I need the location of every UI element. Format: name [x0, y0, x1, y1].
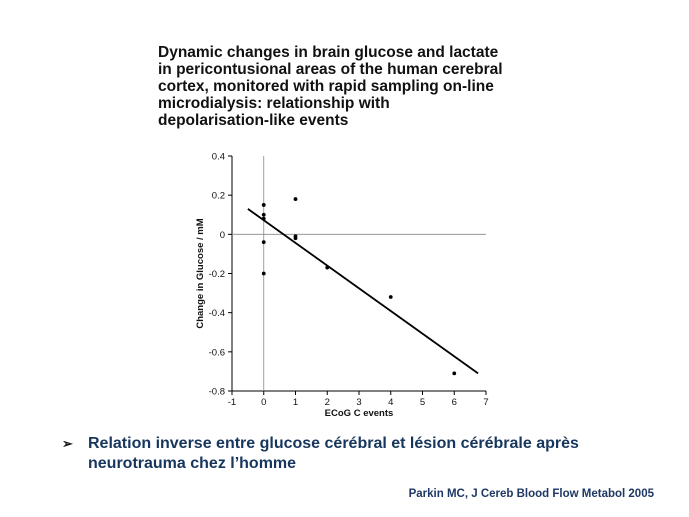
slide-title: Dynamic changes in brain glucose and lac…	[158, 44, 578, 129]
x-axis-label: ECoG C events	[325, 408, 394, 419]
data-point	[325, 265, 330, 270]
y-tick-label: -0.4	[209, 308, 225, 319]
regression-line	[247, 208, 479, 375]
data-point	[388, 295, 393, 299]
x-tick-label: 6	[452, 397, 457, 408]
citation: Parkin MC, J Cereb Blood Flow Metabol 20…	[408, 488, 654, 500]
data-point	[293, 236, 298, 241]
title-line: in pericontusional areas of the human ce…	[158, 61, 503, 78]
data-point	[452, 371, 457, 376]
y-tick-label: 0.4	[212, 152, 225, 163]
y-tick-label: -0.2	[209, 269, 225, 280]
bullet-arrow-icon: ➢	[62, 436, 73, 451]
title-line: Dynamic changes in brain glucose and lac…	[158, 44, 499, 61]
x-tick-label: -1	[228, 397, 236, 408]
x-tick-label: 0	[261, 397, 266, 408]
title-line: depolarisation-like events	[158, 112, 349, 129]
y-tick-label: 0.2	[212, 191, 225, 202]
x-tick-label: 5	[420, 397, 425, 408]
x-tick-label: 4	[388, 397, 393, 408]
y-tick-label: 0	[220, 230, 225, 241]
y-tick-label: -0.8	[209, 387, 225, 398]
title-line: microdialysis: relationship with	[158, 95, 390, 112]
data-point	[293, 197, 298, 201]
data-point	[261, 216, 266, 221]
x-tick-label: 3	[356, 397, 361, 408]
bullet-line: Relation inverse entre glucose cérébral …	[88, 435, 579, 452]
bullet-line: neurotrauma chez l’homme	[88, 455, 297, 472]
data-point	[261, 212, 266, 217]
x-tick-label: 7	[483, 397, 488, 408]
data-point	[261, 203, 266, 207]
data-point	[261, 240, 266, 245]
title-line: cortex, monitored with rapid sampling on…	[158, 78, 494, 95]
scatter-chart: 0.4 0.2 0 -0.2 -0.4 -0.6 -0.8-1 0 1 2 3 4 5 6 7 ECoG C …	[195, 152, 489, 420]
y-tick-label: -0.6	[209, 347, 225, 358]
x-tick-label: 2	[325, 397, 330, 408]
x-tick-label: 1	[293, 397, 298, 408]
data-point	[261, 271, 266, 276]
y-axis-label: Change in Glucose / mM	[195, 218, 206, 328]
bullet-text: Relation inverse entre glucose cérébral …	[88, 434, 668, 474]
